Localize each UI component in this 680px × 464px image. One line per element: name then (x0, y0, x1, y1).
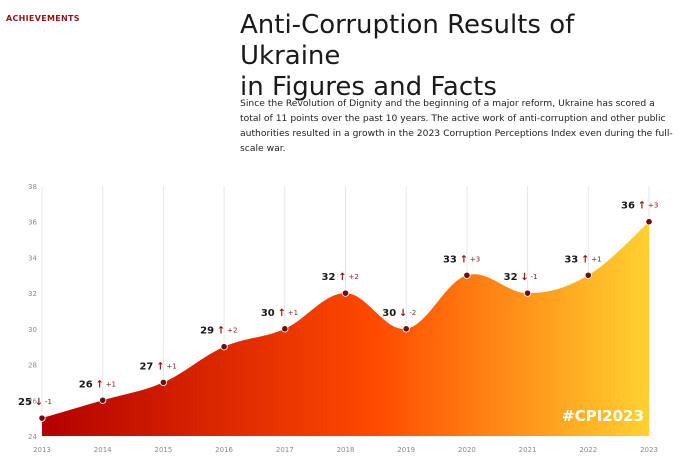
x-tick-2017: 2017 (276, 446, 294, 454)
data-label-delta-2019: -2 (409, 309, 416, 317)
y-tick-24: 24 (28, 433, 37, 441)
title-line-1: Anti-Corruption Results of Ukraine (240, 10, 575, 71)
y-tick-28: 28 (28, 362, 37, 370)
arrow-up-icon: ↑ (638, 201, 646, 212)
data-label-2013: 25 ↓ -1 (18, 397, 52, 408)
data-label-value-2017: 30 (261, 308, 275, 319)
x-tick-2015: 2015 (154, 446, 172, 454)
data-label-value-2022: 33 (564, 254, 578, 265)
title-line-2: in Figures and Facts (240, 72, 497, 102)
arrow-up-icon: ↑ (217, 326, 225, 337)
data-point-2018 (341, 289, 350, 297)
page-title: Anti-Corruption Results of Ukraine in Fi… (240, 10, 676, 103)
arrow-up-icon: ↑ (581, 254, 589, 265)
data-points (38, 218, 653, 422)
arrow-down-icon: ↓ (399, 308, 407, 319)
x-tick-2022: 2022 (579, 446, 597, 454)
data-label-delta-2016: +2 (227, 327, 237, 335)
cpi-area (42, 221, 649, 436)
arrow-down-icon: ↓ (520, 272, 528, 283)
arrow-up-icon: ↑ (338, 272, 346, 283)
hashtag-cpi: #CPI2023 (562, 407, 644, 425)
page-description: Since the Revolution of Dignity and the … (240, 98, 673, 154)
x-tick-2016: 2016 (215, 446, 233, 454)
data-label-2021: 32 ↓ -1 (504, 272, 538, 283)
data-label-2019: 30 ↓ -2 (382, 308, 416, 319)
section-label: ACHIEVEMENTS (6, 14, 80, 23)
x-tick-2014: 2014 (94, 446, 112, 454)
data-label-value-2014: 26 (79, 379, 93, 390)
x-tick-2023: 2023 (640, 446, 658, 454)
x-tick-2013: 2013 (33, 446, 51, 454)
y-tick-32: 32 (28, 290, 37, 298)
data-label-delta-2020: +3 (470, 255, 480, 263)
data-label-delta-2023: +3 (648, 202, 658, 210)
data-point-2019 (402, 325, 410, 333)
data-point-2020 (463, 271, 471, 279)
data-label-delta-2015: +1 (166, 362, 176, 370)
data-point-2017 (281, 325, 289, 333)
data-label-delta-2013: -1 (45, 398, 52, 406)
data-label-2022: 33 ↑ +1 (564, 254, 601, 265)
x-tick-2020: 2020 (458, 446, 476, 454)
data-labels: 25 ↓ -126 ↑ +127 ↑ +129 ↑ +230 ↑ +132 ↑ +230 ↓ -233 ↑ +3… (18, 201, 658, 408)
data-label-delta-2017: +1 (288, 309, 298, 317)
arrow-up-icon: ↑ (96, 379, 104, 390)
data-label-delta-2022: +1 (591, 255, 601, 263)
data-label-delta-2014: +1 (106, 380, 116, 388)
x-axis-ticks: 2013 2014 2015 2016 2017 2018 2019 2020 2021 2022… (33, 446, 658, 454)
y-tick-30: 30 (28, 326, 37, 334)
data-label-2020: 33 ↑ +3 (443, 254, 480, 265)
data-label-value-2013: 25 (18, 397, 32, 408)
data-label-2016: 29 ↑ +2 (200, 326, 237, 337)
data-label-value-2019: 30 (382, 308, 396, 319)
x-tick-2018: 2018 (337, 446, 355, 454)
x-tick-2021: 2021 (519, 446, 537, 454)
x-tick-2019: 2019 (397, 446, 415, 454)
y-tick-26: 26 (28, 397, 37, 405)
arrow-up-icon: ↑ (156, 361, 164, 372)
arrow-up-icon: ↑ (278, 308, 286, 319)
data-point-2015 (159, 378, 167, 387)
data-label-2017: 30 ↑ +1 (261, 308, 298, 319)
data-point-2016 (220, 343, 228, 351)
arrow-up-icon: ↑ (460, 254, 468, 265)
data-point-2014 (99, 396, 107, 404)
data-label-2014: 26 ↑ +1 (79, 379, 116, 390)
y-tick-38: 38 (28, 183, 37, 191)
data-point-2013 (38, 414, 46, 422)
data-label-delta-2021: -1 (531, 273, 538, 281)
data-label-value-2015: 27 (139, 361, 153, 372)
arrow-down-icon: ↓ (35, 397, 43, 408)
data-label-value-2018: 32 (322, 272, 336, 283)
data-label-2018: 32 ↑ +2 (322, 272, 359, 283)
data-label-value-2023: 36 (621, 201, 635, 212)
data-label-value-2021: 32 (504, 272, 518, 283)
data-label-2023: 36 ↑ +3 (621, 201, 658, 212)
y-tick-34: 34 (28, 254, 37, 262)
data-point-2021 (523, 289, 532, 297)
y-axis-ticks: 24 26 28 30 32 34 36 38 (28, 183, 37, 441)
y-tick-36: 36 (28, 219, 37, 227)
data-point-2023 (645, 218, 653, 226)
data-point-2022 (584, 271, 592, 279)
data-label-value-2016: 29 (200, 326, 214, 337)
data-label-delta-2018: +2 (349, 273, 359, 281)
data-label-value-2020: 33 (443, 254, 457, 265)
data-label-2015: 27 ↑ +1 (139, 361, 176, 372)
